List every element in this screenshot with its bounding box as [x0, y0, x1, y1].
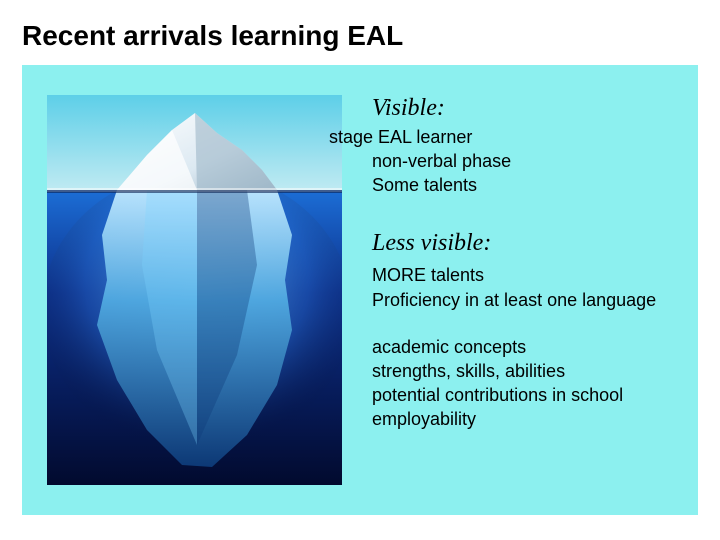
visible-item-stage: stage EAL learner [329, 127, 472, 148]
visible-item-some-talents: Some talents [372, 175, 477, 196]
less-visible-item-employability: employability [372, 409, 476, 430]
iceberg-svg [47, 95, 342, 485]
heading-visible: Visible: [372, 95, 445, 122]
less-visible-item-academic: academic concepts [372, 337, 526, 358]
heading-less-visible: Less visible: [372, 230, 491, 257]
visible-item-nonverbal: non-verbal phase [372, 151, 511, 172]
content-panel: Visible: stage EAL learner non-verbal ph… [22, 65, 698, 515]
iceberg-image [47, 95, 342, 485]
less-visible-item-more-talents: MORE talents [372, 265, 484, 286]
less-visible-item-potential: potential contributions in school [372, 385, 623, 406]
page-title: Recent arrivals learning EAL [22, 20, 403, 52]
less-visible-item-strengths: strengths, skills, abilities [372, 361, 565, 382]
less-visible-item-proficiency: Proficiency in at least one language [372, 289, 672, 312]
